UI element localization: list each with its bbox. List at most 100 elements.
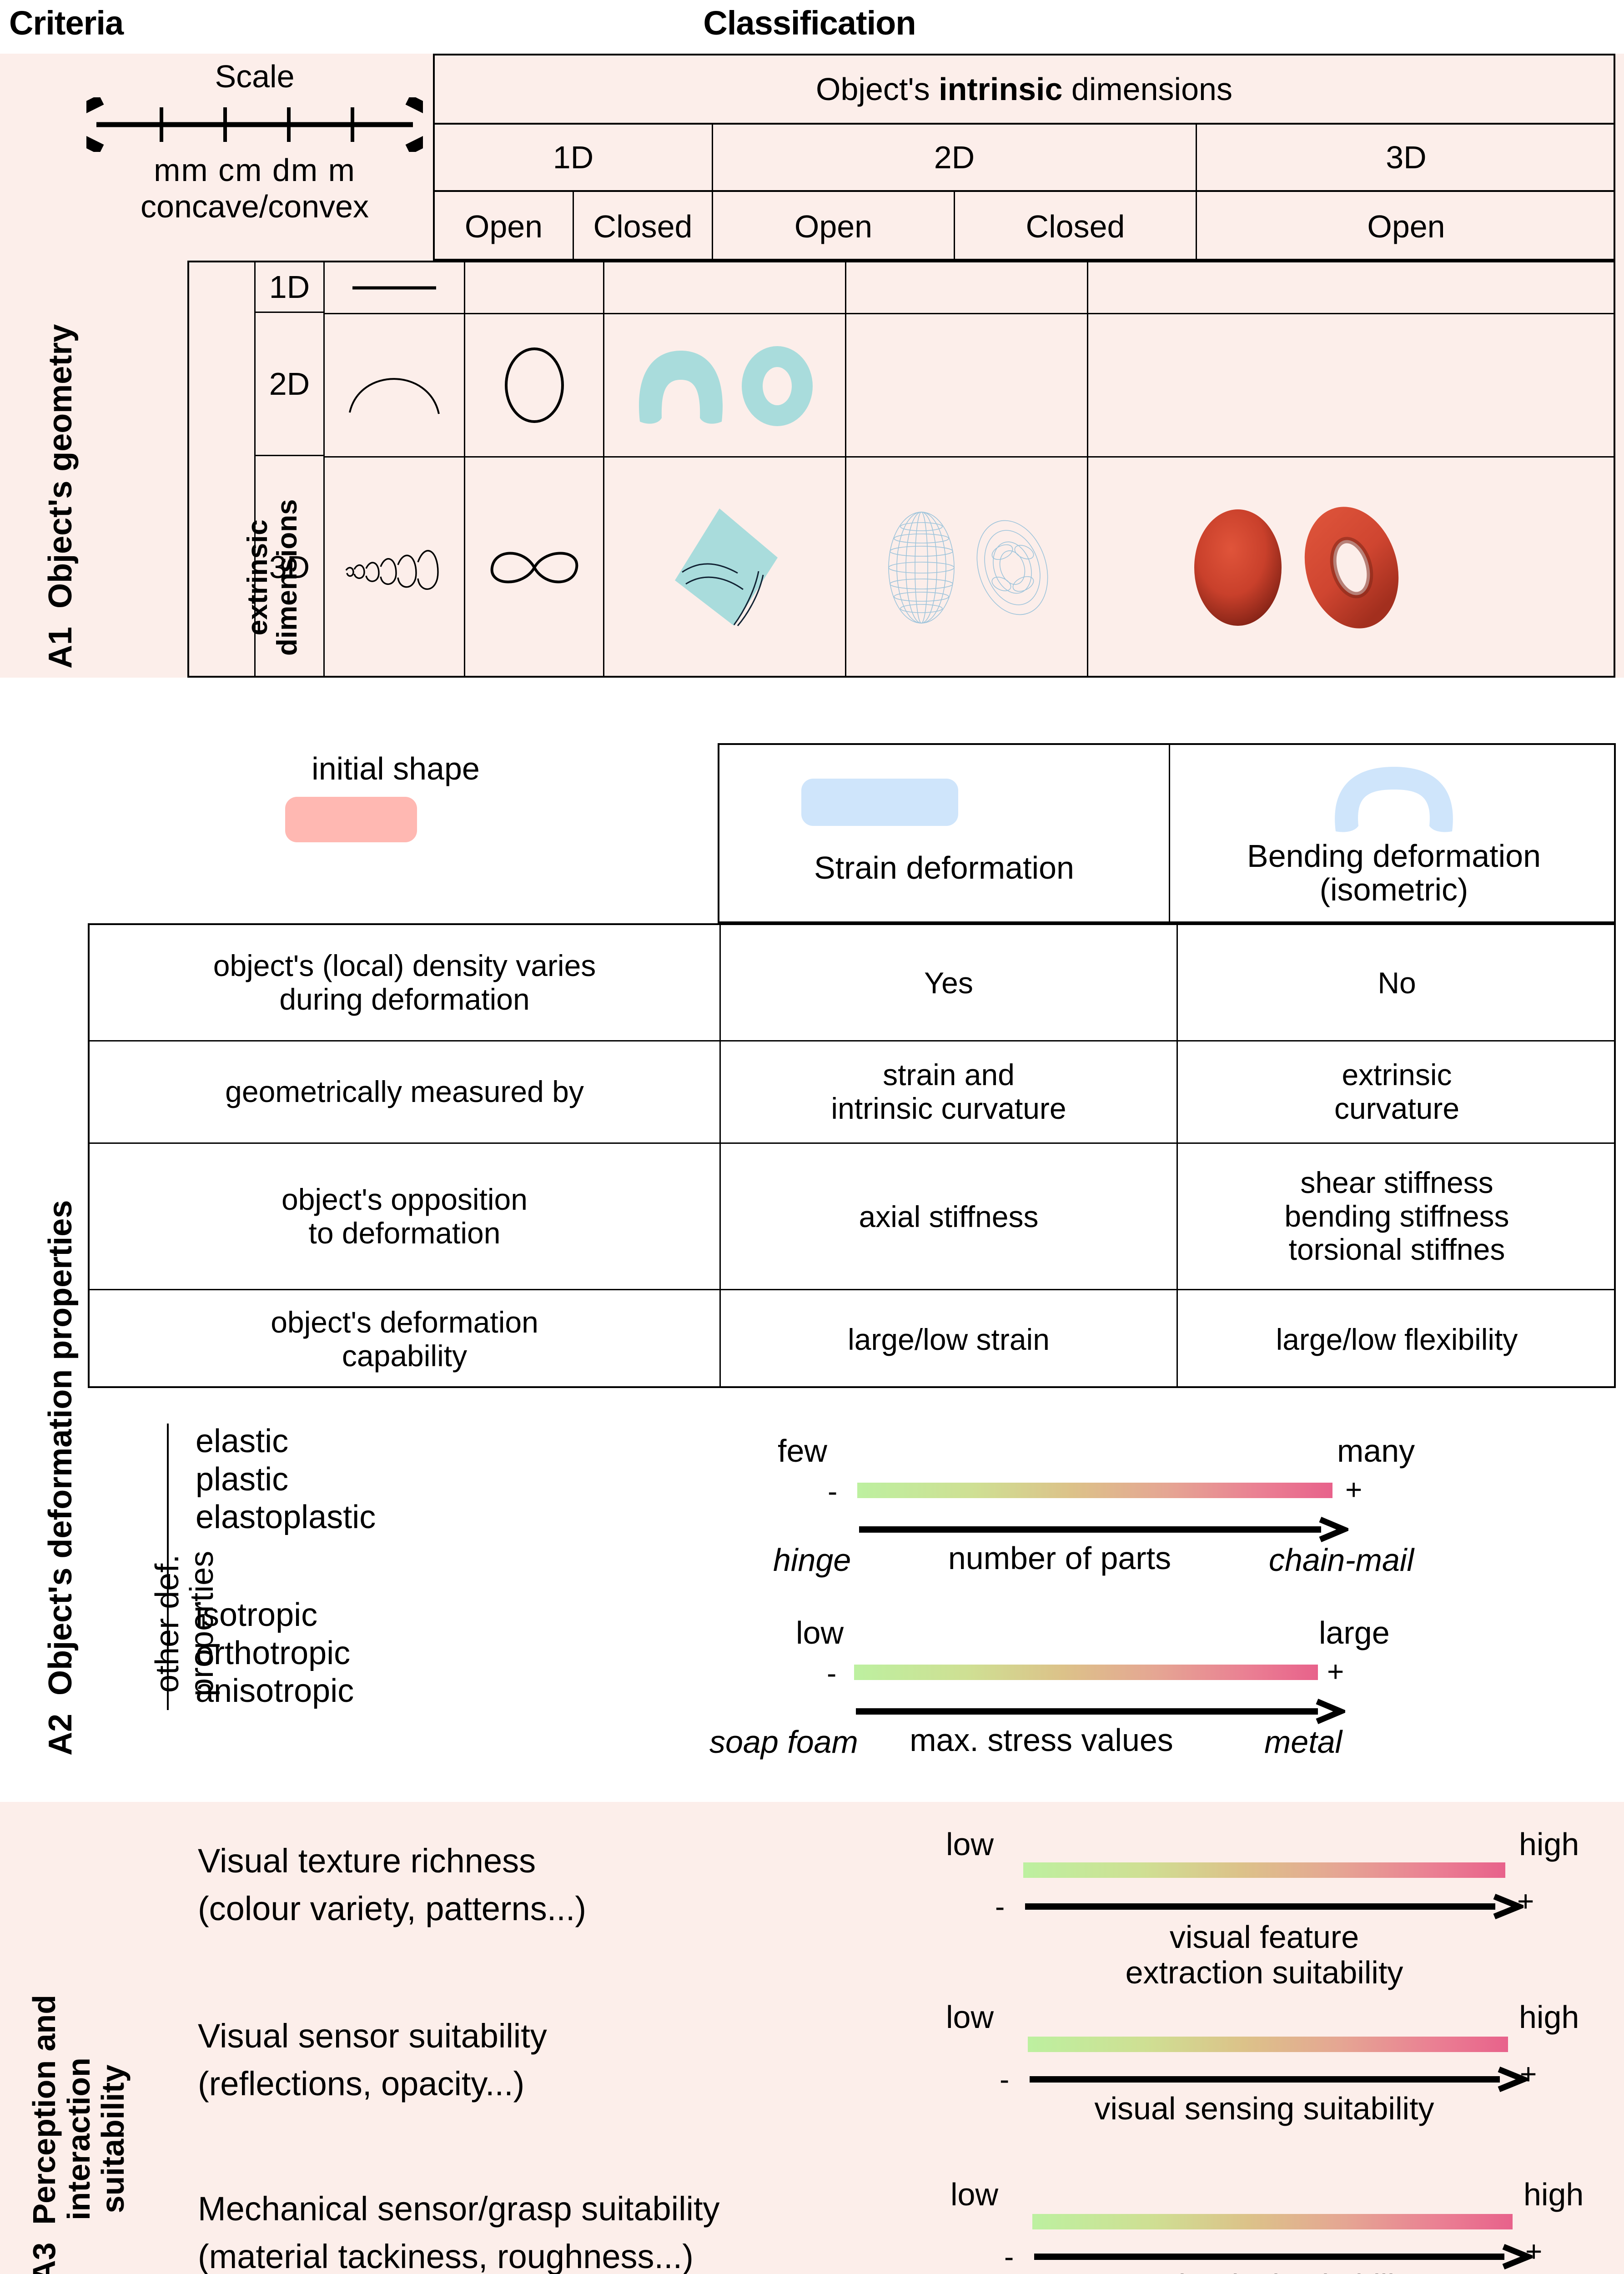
a1-subcol-1d-open: Open xyxy=(435,192,574,261)
a3-row-1-title: Visual sensor suitability xyxy=(198,2017,547,2055)
helix-coil-shape xyxy=(345,550,439,590)
scale-low-label: low xyxy=(796,1615,844,1650)
scale-high-label: many xyxy=(1337,1433,1415,1469)
scale-gradient-bar xyxy=(1023,1862,1505,1878)
scale-minus-sign: - xyxy=(1004,2240,1014,2273)
wireframe-sphere-and-torus xyxy=(888,512,1048,624)
scale-minus-sign: - xyxy=(827,1657,837,1690)
a1-top-header: Object's intrinsic dimensions xyxy=(435,55,1614,125)
scale-concave-convex: concave/convex xyxy=(141,189,369,224)
a2-header-box: Strain deformation Bending deformation (… xyxy=(718,743,1616,923)
section-title-a3: Perception and interaction suitability xyxy=(26,1994,131,2225)
a1-row-label-1d: 1D xyxy=(256,262,323,313)
shape-cell-2d-intrinsic-open xyxy=(604,314,845,456)
scale-caption: max. stress values xyxy=(910,1722,1173,1758)
blue-rounded-rectangle xyxy=(801,779,958,826)
scale-caption: mechanical suitability xyxy=(1014,2269,1523,2274)
section-label-a1: A1 Object's geometry xyxy=(42,324,79,669)
a1-subcol-2d-open: Open xyxy=(713,192,955,261)
a2-row-2-bending: shear stiffness bending stiffness torsio… xyxy=(1284,1165,1509,1267)
scale-plus-sign: + xyxy=(1327,1655,1344,1688)
a3-scale-visual-feature-extraction: low high - + visual feature extraction s… xyxy=(919,1826,1619,1990)
a2-header-strain: Strain deformation xyxy=(719,745,1169,921)
scale-low-label: low xyxy=(946,1826,994,1862)
a3-scale-visual-sensing: low high - + visual sensing suitability xyxy=(919,2001,1619,2138)
initial-shape-label: initial shape xyxy=(312,751,480,786)
straight-line-shape xyxy=(352,286,436,289)
scale-plus-sign: + xyxy=(1517,1885,1534,1917)
scale-gradient-bar xyxy=(857,1483,1332,1498)
scale-high-label: high xyxy=(1523,2177,1584,2212)
blue-arch-shape xyxy=(1335,767,1453,832)
a3-row-1-subtitle: (reflections, opacity...) xyxy=(198,2065,525,2103)
scale-arrow-icon xyxy=(859,1517,1348,1542)
scale-caption: visual sensing suitability xyxy=(1094,2091,1434,2126)
shape-cell-3d-open-helix xyxy=(325,458,464,678)
a2-row-0-bending: No xyxy=(1378,966,1416,1000)
scale-right-example: metal xyxy=(1264,1724,1342,1760)
a2-row-1-strain: strain and intrinsic curvature xyxy=(831,1058,1066,1125)
scale-gradient-bar xyxy=(1032,2214,1513,2229)
scale-minus-sign: - xyxy=(828,1475,838,1508)
a2-row-2-strain: axial stiffness xyxy=(859,1199,1039,1233)
section-tag-a2: A2 xyxy=(42,1713,79,1756)
scale-minus-sign: - xyxy=(1000,2063,1010,2096)
a1-dimgroup-3d: 3D xyxy=(1386,140,1427,175)
a1-top-header-text: Object's intrinsic dimensions xyxy=(816,71,1232,107)
a3-row-2-subtitle: (material tackiness, roughness...) xyxy=(198,2238,694,2274)
odp-item-orthotropic: orthotropic xyxy=(196,1635,351,1671)
scale-low-label: low xyxy=(950,2177,999,2212)
odp-item-plastic: plastic xyxy=(196,1461,289,1498)
header-criteria: Criteria xyxy=(9,4,124,42)
scale-gradient-bar xyxy=(854,1665,1318,1680)
scale-arrow-icon xyxy=(856,1699,1345,1724)
a2-criteria-table: object's (local) density varies during d… xyxy=(88,923,1616,1388)
scale-high-label: large xyxy=(1319,1615,1390,1650)
other-def-properties-divider xyxy=(167,1424,169,1710)
blue-arch-and-ring-shapes xyxy=(639,346,813,426)
scale-caption: visual feature extraction suitability xyxy=(1125,1919,1403,1991)
initial-shape-swatch xyxy=(285,797,417,842)
a1-subcol-1d-closed: Closed xyxy=(574,192,713,261)
a2-row-0-strain: Yes xyxy=(924,966,973,1000)
a1-subcol-2d-closed: Closed xyxy=(955,192,1197,261)
red-sphere-and-torus xyxy=(1194,507,1398,629)
scale-title: Scale xyxy=(215,59,295,94)
section-title-a2: Object's deformation properties xyxy=(42,1200,79,1695)
shape-cell-3d-open-red xyxy=(1088,458,1505,678)
shape-cell-2d-open xyxy=(325,314,464,456)
scale-arrow-icon xyxy=(1025,1893,1523,1919)
infinity-knot-shape xyxy=(490,552,578,584)
scale-low-label: few xyxy=(778,1433,827,1469)
a3-row-2-title: Mechanical sensor/grasp suitability xyxy=(198,2190,720,2228)
a3-row-0-title: Visual texture richness xyxy=(198,1842,536,1880)
odp-item-anisotropic: anisotropic xyxy=(196,1673,354,1710)
scale-high-label: high xyxy=(1519,1826,1579,1862)
scale-widget: Scale mm cm dm m concave/convex xyxy=(86,58,423,225)
circle-outline-shape xyxy=(504,347,564,423)
scale-units: mm cm dm m xyxy=(154,152,356,188)
other-def-properties-group-1: elastic plastic elastoplastic xyxy=(196,1423,376,1537)
section-title-a1: Object's geometry xyxy=(42,324,79,609)
scale-caption: number of parts xyxy=(948,1540,1171,1576)
scale-low-label: low xyxy=(946,1999,994,2035)
shape-cell-2d-closed xyxy=(465,314,603,456)
a2-row-1-criterion: geometrically measured by xyxy=(225,1075,584,1109)
a1-body-table: extrinsic dimensions 1D 2D 3D xyxy=(187,261,1615,678)
scale-left-example: hinge xyxy=(773,1542,851,1578)
scale-max-stress-values: low large - + soap foam max. stress valu… xyxy=(709,1617,1446,1771)
section-tag-a1: A1 xyxy=(42,626,79,669)
scale-arrow-icon xyxy=(1030,2066,1528,2092)
scale-number-of-parts: few many - + hinge number of parts chain… xyxy=(773,1435,1455,1590)
scale-plus-sign: + xyxy=(1520,2058,1537,2090)
a2-row-3-criterion: object's deformation capability xyxy=(271,1305,538,1373)
a2-header-strain-label: Strain deformation xyxy=(814,850,1074,885)
blue-folded-cloth-shape xyxy=(674,508,778,626)
a2-row-2-criterion: object's opposition to deformation xyxy=(282,1182,528,1250)
a1-dimgroup-2d: 2D xyxy=(713,125,1197,190)
odp-item-isotropic: isotropic xyxy=(196,1597,318,1633)
shape-cell-3d-2dclosed-wireframe xyxy=(846,458,1087,678)
shape-cell-3d-2dopen-cloth xyxy=(604,458,845,678)
shape-cell-3d-closed-infinity xyxy=(465,458,603,678)
